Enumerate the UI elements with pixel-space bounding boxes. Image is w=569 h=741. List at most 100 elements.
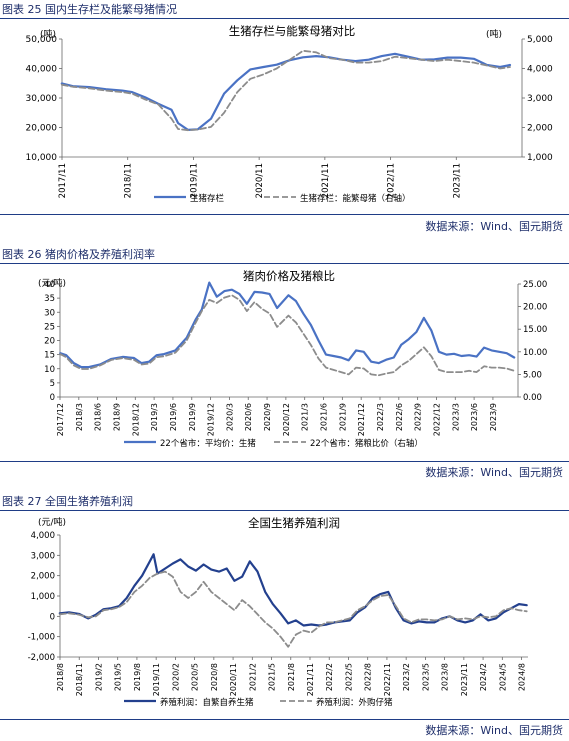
y-tick-label: 4,000 — [31, 531, 55, 541]
x-tick-label: 2019/2 — [94, 663, 103, 691]
x-tick-label: 2019/3 — [150, 403, 159, 431]
y-tick-label: -2,000 — [28, 653, 55, 663]
y-tick-label: 0 — [50, 393, 55, 403]
y-tick-label: 50,000 — [26, 35, 58, 45]
y-tick-label: 35 — [44, 294, 55, 304]
source-note: 数据来源：Wind、国元期货 — [425, 724, 563, 737]
x-tick-label: 2023/9 — [489, 403, 498, 431]
y-tick-label: 30 — [44, 308, 55, 318]
divider — [0, 461, 569, 462]
chart-26-svg: 猪肉价格及猪粮比 (元/吨) 0 5 10 15 20 25 30 35 40 0.00 5.00 10.… — [38, 269, 547, 449]
x-tick-label: 2020/2 — [171, 663, 180, 691]
x-tick-label: 2018/11 — [75, 663, 84, 696]
x-tick-label: 2018/9 — [112, 403, 121, 431]
y-axis-unit-label: (元/吨) — [38, 277, 66, 289]
x-tick-label: 2022/11 — [383, 663, 392, 696]
y-tick-label: 2,000 — [31, 572, 55, 582]
x-tick-label: 2019/11 — [152, 663, 161, 696]
y-tick-label: 5 — [50, 379, 55, 389]
x-tick-label: 2024/5 — [498, 663, 507, 691]
series-line-2 — [58, 570, 528, 648]
x-tick-label: 2020/3 — [225, 403, 234, 431]
divider — [0, 214, 569, 215]
legend-label-1: 22个省市：平均价：生猪 — [160, 438, 256, 449]
series-line-1 — [59, 281, 516, 369]
y-tick-label: 30,000 — [26, 94, 58, 104]
x-tick-label: 2018/6 — [94, 403, 103, 431]
source-note: 数据来源：Wind、国元期货 — [425, 220, 563, 233]
y-tick-label: 10,000 — [26, 153, 58, 163]
y2-tick-label: 0.00 — [523, 393, 542, 403]
x-tick-label: 2023/8 — [441, 663, 450, 691]
x-tick-label: 2022/3 — [376, 403, 385, 431]
x-tick-label: 2024/2 — [479, 663, 488, 691]
y2-tick-label: 25.00 — [523, 280, 547, 290]
x-tick-label: 2020/11 — [255, 163, 265, 198]
x-tick-label: 2020/8 — [210, 663, 219, 691]
x-tick-label: 2021/11 — [321, 163, 331, 198]
chart-title: 生猪存栏与能繁母猪对比 — [229, 24, 356, 38]
y-tick-label: 25 — [44, 322, 55, 332]
y-tick-label: 1,000 — [31, 592, 55, 602]
x-tick-label: 2022/9 — [414, 403, 423, 431]
x-tick-label: 2020/12 — [282, 403, 291, 436]
x-tick-label: 2020/11 — [229, 663, 238, 696]
x-tick-label: 2019/8 — [133, 663, 142, 691]
x-tick-label: 2021/3 — [301, 403, 310, 431]
legend-label-2: 22个省市：猪粮比价（右轴） — [310, 438, 423, 449]
y2-tick-label: 5,000 — [527, 35, 553, 45]
x-tick-label: 2022/6 — [395, 403, 404, 431]
y2-tick-label: 4,000 — [527, 65, 553, 75]
series-line-2 — [59, 294, 516, 377]
x-tick-label: 2024/8 — [518, 663, 527, 691]
chart-25-svg: 生猪存栏与能繁母猪对比 (吨) (吨) 10,000 20,000 30,000 40,00… — [26, 24, 554, 204]
y2-tick-label: 5.00 — [523, 370, 542, 380]
x-tick-label: 2023/6 — [470, 403, 479, 431]
series-line-1 — [58, 553, 528, 627]
x-tick-label: 2019/11 — [189, 163, 199, 198]
y-tick-label: 40 — [44, 280, 55, 290]
legend-label-1: 生猪存栏 — [190, 193, 225, 204]
chart-title: 猪肉价格及猪粮比 — [243, 269, 335, 283]
chart-26: 猪肉价格及猪粮比 (元/吨) 0 5 10 15 20 25 30 35 40 0.00 5.00 10.… — [0, 264, 569, 461]
y-tick-label: 15 — [44, 351, 55, 361]
y-tick-label: 20 — [44, 337, 55, 347]
y2-tick-label: 3,000 — [527, 94, 553, 104]
series-line-2 — [60, 49, 511, 132]
source-note: 数据来源：Wind、国元期货 — [425, 466, 563, 479]
x-tick-label: 2021/5 — [268, 663, 277, 691]
x-tick-label: 2018/11 — [124, 163, 134, 198]
y-tick-label: -1,000 — [28, 633, 55, 643]
x-tick-label: 2020/6 — [244, 403, 253, 431]
legend-label-1: 养殖利润：自繁自养生猪 — [160, 697, 254, 708]
x-tick-label: 2020/5 — [191, 663, 200, 691]
x-tick-label: 2023/3 — [451, 403, 460, 431]
legend-label-2: 生猪存栏：能繁母猪（右轴） — [300, 193, 411, 204]
x-tick-label: 2022/11 — [387, 163, 397, 198]
y2-tick-label: 1,000 — [527, 153, 553, 163]
y-tick-label: 40,000 — [26, 65, 58, 75]
x-tick-label: 2021/9 — [338, 403, 347, 431]
y2-axis-unit-label: (吨) — [486, 28, 502, 40]
x-tick-label: 2023/2 — [402, 663, 411, 691]
y-tick-label: 3,000 — [31, 551, 55, 561]
x-tick-label: 2019/9 — [188, 403, 197, 431]
figure-26-header: 图表 26 猪肉价格及养殖利润率 — [0, 245, 569, 264]
x-tick-label: 2022/5 — [344, 663, 353, 691]
x-tick-label: 2019/12 — [207, 403, 216, 436]
y-tick-label: 20,000 — [26, 124, 58, 134]
x-tick-label: 2019/6 — [169, 403, 178, 431]
y-axis-unit-label: (元/吨) — [38, 516, 66, 528]
x-tick-label: 2023/11 — [452, 163, 462, 198]
x-tick-label: 2019/5 — [114, 663, 123, 691]
x-tick-label: 2018/12 — [131, 403, 140, 436]
x-tick-label: 2022/2 — [325, 663, 334, 691]
x-tick-label: 2021/11 — [306, 663, 315, 696]
y2-tick-label: 20.00 — [523, 303, 547, 313]
x-tick-label: 2023/5 — [421, 663, 430, 691]
chart-25: 生猪存栏与能繁母猪对比 (吨) (吨) 10,000 20,000 30,000 40,00… — [0, 19, 569, 215]
chart-title: 全国生猪养殖利润 — [248, 516, 340, 530]
x-tick-label: 2017/12 — [56, 403, 65, 436]
figure-27-header: 图表 27 全国生猪养殖利润 — [0, 492, 569, 511]
chart-27: 全国生猪养殖利润 (元/吨) -2,000 -1,000 0 1,000 2,000 3,00… — [0, 511, 569, 719]
